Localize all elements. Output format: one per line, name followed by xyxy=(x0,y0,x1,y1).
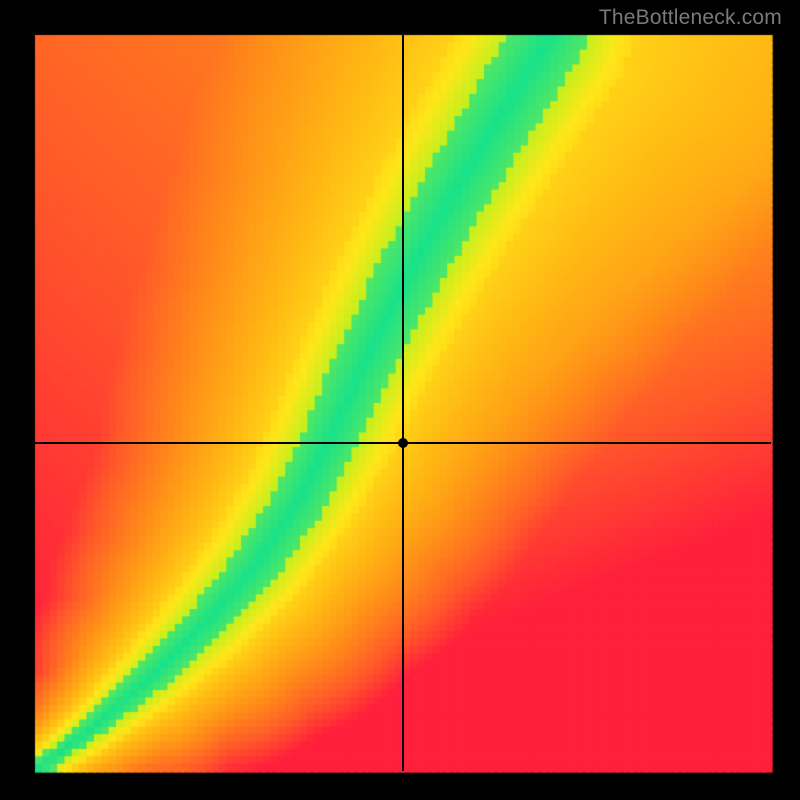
chart-root: TheBottleneck.com xyxy=(0,0,800,800)
crosshair-vertical xyxy=(402,35,404,771)
heatmap-canvas xyxy=(0,0,800,800)
watermark-label: TheBottleneck.com xyxy=(599,6,782,30)
